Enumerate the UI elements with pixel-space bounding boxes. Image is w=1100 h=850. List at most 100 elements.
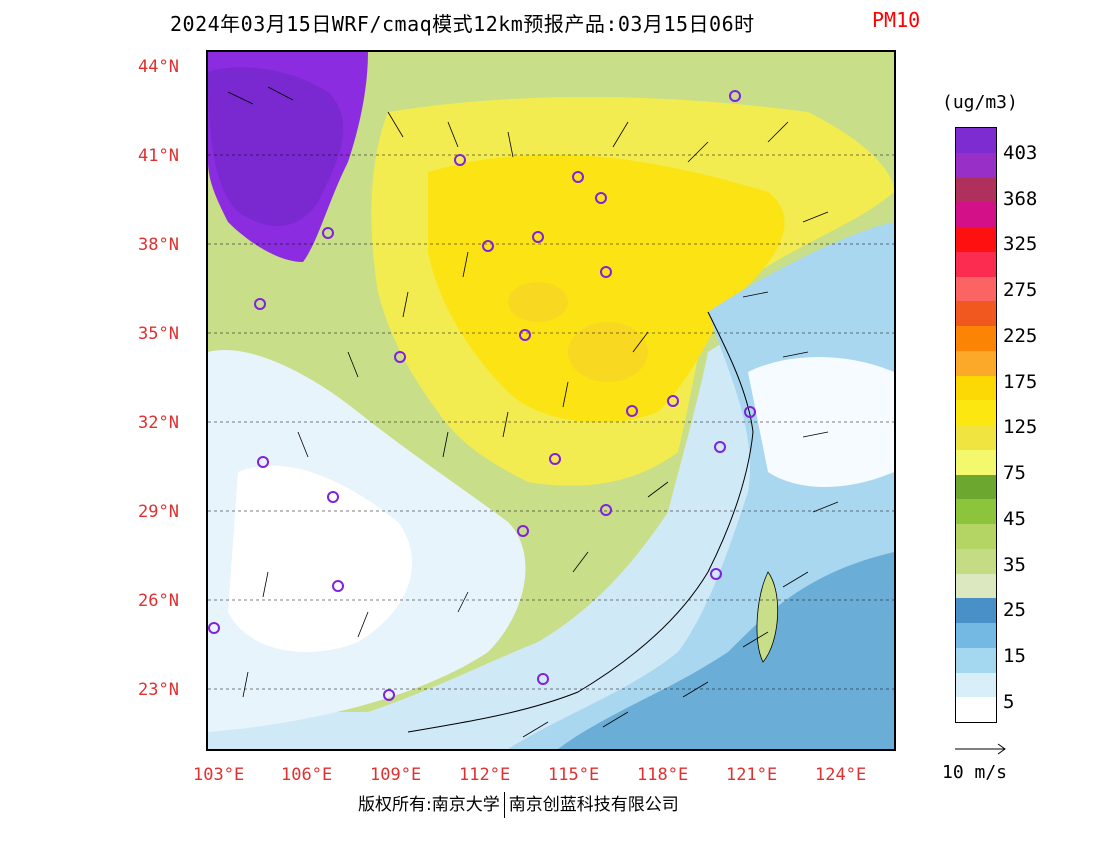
taiwan xyxy=(756,571,779,663)
map-title: 2024年03月15日WRF/cmaq模式12km预报产品:03月15日06时 xyxy=(170,12,755,36)
lon-label: 112°E xyxy=(459,765,511,785)
pollutant-label: PM10 xyxy=(872,8,921,32)
copyright: 版权所有:南京大学 南京创蓝科技有限公司 xyxy=(358,790,679,818)
city-marker xyxy=(626,405,638,417)
legend-swatch xyxy=(956,598,996,623)
legend-swatch xyxy=(956,301,996,326)
legend-swatch xyxy=(956,623,996,648)
legend-colorbar xyxy=(955,127,997,723)
city-marker xyxy=(332,580,344,592)
city-marker xyxy=(517,525,529,537)
city-marker xyxy=(327,491,339,503)
map-canvas xyxy=(206,50,896,751)
city-marker xyxy=(519,329,531,341)
city-marker xyxy=(572,171,584,183)
legend-label: 45 xyxy=(1003,508,1026,530)
legend-unit: (ug/m3) xyxy=(942,92,1018,113)
city-marker xyxy=(667,395,679,407)
legend-label: 275 xyxy=(1003,279,1038,301)
city-markers xyxy=(208,90,756,701)
city-marker xyxy=(394,351,406,363)
legend-swatch xyxy=(956,573,996,599)
legend-label: 75 xyxy=(1003,462,1026,484)
city-marker xyxy=(600,266,612,278)
legend-swatch xyxy=(956,177,996,203)
city-marker xyxy=(710,568,722,580)
city-marker xyxy=(532,231,544,243)
lon-label: 115°E xyxy=(548,765,600,785)
copyright-right: 南京创蓝科技有限公司 xyxy=(508,795,679,815)
legend-swatch xyxy=(956,276,996,302)
legend-swatch xyxy=(956,548,996,574)
lon-label: 106°E xyxy=(281,765,333,785)
lat-label: 23°N xyxy=(138,680,179,700)
legend-label: 175 xyxy=(1003,371,1038,393)
orange-spot xyxy=(508,282,568,322)
lat-label: 32°N xyxy=(138,413,179,433)
map-svg xyxy=(208,52,894,749)
legend-swatch xyxy=(956,697,996,722)
city-marker xyxy=(537,673,549,685)
legend-swatch xyxy=(956,251,996,277)
wind-vectors xyxy=(227,86,839,738)
copyright-divider xyxy=(503,792,505,818)
sea-dark xyxy=(558,552,894,749)
legend-swatch xyxy=(956,227,996,252)
city-marker xyxy=(714,441,726,453)
lat-label: 41°N xyxy=(138,146,179,166)
lat-label: 26°N xyxy=(138,591,179,611)
legend-swatch xyxy=(956,400,996,425)
legend-swatch xyxy=(956,425,996,450)
legend-swatch xyxy=(956,449,996,475)
wind-reference-arrow xyxy=(955,743,1006,755)
legend-label: 368 xyxy=(1003,188,1038,210)
city-marker xyxy=(208,622,220,634)
lat-label: 29°N xyxy=(138,502,179,522)
city-marker xyxy=(729,90,741,102)
city-marker xyxy=(454,154,466,166)
legend-swatch xyxy=(956,202,996,227)
pollution-yellow-deep xyxy=(428,154,785,423)
lat-label: 35°N xyxy=(138,324,179,344)
lon-label: 121°E xyxy=(726,765,778,785)
lat-label: 44°N xyxy=(138,57,179,77)
legend-swatch xyxy=(956,672,996,698)
legend-label: 35 xyxy=(1003,554,1026,576)
legend-label: 325 xyxy=(1003,233,1038,255)
lon-label: 103°E xyxy=(193,765,245,785)
wind-reference-label: 10 m/s xyxy=(942,762,1008,783)
lon-label: 124°E xyxy=(815,765,867,785)
title-row: 2024年03月15日WRF/cmaq模式12km预报产品:03月15日06时 … xyxy=(0,8,1100,40)
legend-swatch xyxy=(956,474,996,500)
legend-label: 403 xyxy=(1003,142,1038,164)
legend-swatch xyxy=(956,499,996,524)
copyright-left: 版权所有:南京大学 xyxy=(358,795,500,815)
lon-label: 118°E xyxy=(637,765,689,785)
lon-label: 109°E xyxy=(370,765,422,785)
legend-swatch xyxy=(956,647,996,673)
city-marker xyxy=(322,227,334,239)
city-marker xyxy=(383,689,395,701)
legend-label: 225 xyxy=(1003,325,1038,347)
grid-lines xyxy=(208,154,894,690)
city-marker xyxy=(254,298,266,310)
city-marker xyxy=(744,406,756,418)
legend-swatch xyxy=(956,375,996,401)
city-marker xyxy=(600,504,612,516)
legend-label: 15 xyxy=(1003,645,1026,667)
city-marker xyxy=(482,240,494,252)
city-marker xyxy=(257,456,269,468)
lat-label: 38°N xyxy=(138,235,179,255)
pollution-purple-core xyxy=(208,67,344,226)
city-marker xyxy=(549,453,561,465)
legend-swatch xyxy=(956,350,996,376)
clean-white xyxy=(228,465,413,652)
legend-swatch xyxy=(956,128,996,153)
orange-spot xyxy=(568,322,648,382)
coastline xyxy=(407,311,754,733)
legend-swatch xyxy=(956,524,996,549)
legend-swatch xyxy=(956,326,996,351)
legend-swatch xyxy=(956,152,996,178)
legend-label: 25 xyxy=(1003,599,1026,621)
legend-label: 125 xyxy=(1003,416,1038,438)
